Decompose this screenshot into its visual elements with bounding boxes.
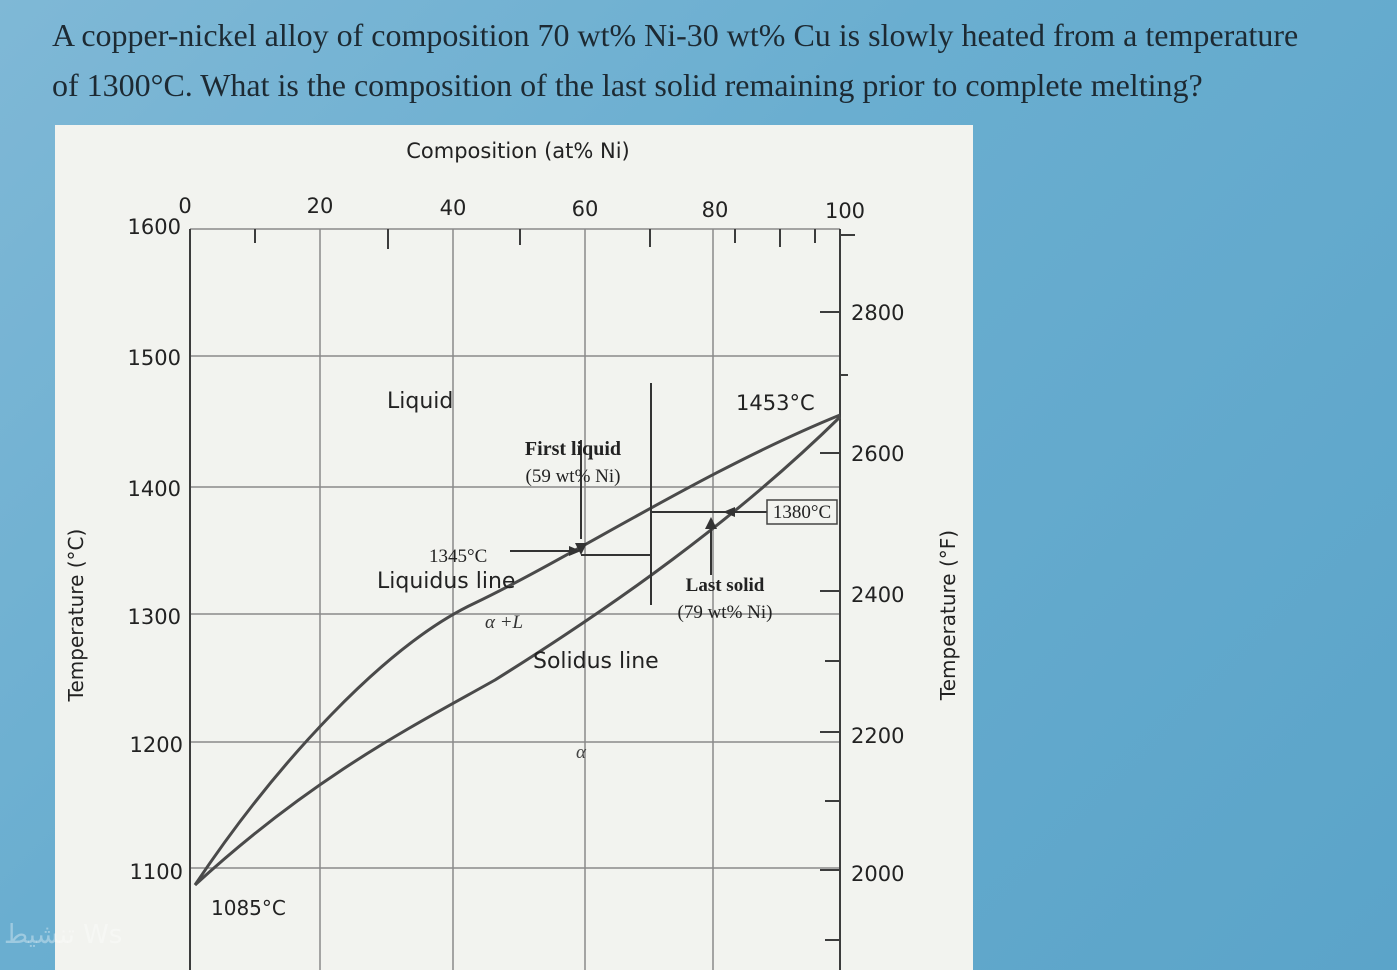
last-solid-arrowhead — [705, 517, 717, 529]
liquid-label: Liquid — [387, 389, 453, 414]
t1345-arrowhead — [569, 546, 581, 556]
left-tick-1600: 1600 — [128, 215, 181, 239]
left-tick-1300: 1300 — [128, 605, 181, 629]
top-tick-20: 20 — [307, 194, 334, 218]
right-axis-title: Temperature (°F) — [936, 530, 960, 701]
top-tick-60: 60 — [572, 197, 599, 221]
solidus-line — [193, 415, 842, 887]
left-tick-1100: 1100 — [130, 860, 183, 884]
temp-1380-label: 1380°C — [773, 502, 831, 523]
temp-1085-label: 1085°C — [211, 896, 286, 920]
alpha-label: α — [576, 742, 587, 763]
top-tick-0: 0 — [178, 194, 191, 218]
last-solid-label: Last solid — [686, 575, 765, 596]
solidus-line-label: Solidus line — [533, 649, 659, 674]
last-solid-composition: (79 wt% Ni) — [678, 602, 773, 623]
right-tick-2800: 2800 — [851, 301, 904, 325]
phase-curves — [193, 413, 842, 887]
grid — [190, 228, 840, 970]
right-tick-2400: 2400 — [851, 583, 904, 607]
question-text: A copper-nickel alloy of composition 70 … — [52, 10, 1372, 110]
left-tick-1200: 1200 — [130, 733, 183, 757]
phase-diagram-svg: Composition (at% Ni) Temperature (°C) Te… — [64, 139, 960, 970]
temp-1345-label: 1345°C — [429, 546, 487, 567]
t1380-arrowhead — [723, 507, 735, 517]
first-liquid-composition: (59 wt% Ni) — [526, 466, 621, 487]
liquidus-line — [193, 413, 841, 886]
left-tick-labels: 1600 1500 1400 1300 1200 1100 — [128, 215, 183, 884]
right-tick-2000: 2000 — [851, 862, 904, 886]
phase-diagram: Composition (at% Ni) Temperature (°C) Te… — [55, 125, 973, 970]
frame — [189, 229, 855, 970]
watermark: تنشيط Ws — [4, 920, 123, 950]
question-line-2: of 1300°C. What is the composition of th… — [52, 67, 1203, 103]
arrow-heads — [569, 507, 735, 556]
right-tick-2200: 2200 — [851, 724, 904, 748]
temp-1453-label: 1453°C — [736, 391, 815, 415]
right-tick-2600: 2600 — [851, 442, 904, 466]
liquidus-line-label: Liquidus line — [377, 569, 515, 594]
question-line-1: A copper-nickel alloy of composition 70 … — [52, 17, 1299, 53]
top-tick-labels: 0 20 40 60 80 100 — [178, 194, 865, 223]
t1380-box — [766, 499, 838, 525]
right-tick-labels: 2800 2600 2400 2200 2000 — [851, 301, 904, 886]
construction-lines — [510, 383, 767, 605]
left-tick-1500: 1500 — [128, 346, 181, 370]
left-tick-1400: 1400 — [128, 477, 181, 501]
left-axis-title: Temperature (°C) — [64, 529, 88, 703]
alpha-plus-liquid-label: α +L — [485, 612, 523, 633]
top-tick-80: 80 — [702, 198, 729, 222]
first-liquid-arrowhead — [575, 543, 587, 555]
top-axis-title: Composition (at% Ni) — [406, 139, 629, 163]
first-liquid-label: First liquid — [525, 438, 621, 460]
top-tick-40: 40 — [440, 196, 467, 220]
top-tick-100: 100 — [825, 199, 865, 223]
